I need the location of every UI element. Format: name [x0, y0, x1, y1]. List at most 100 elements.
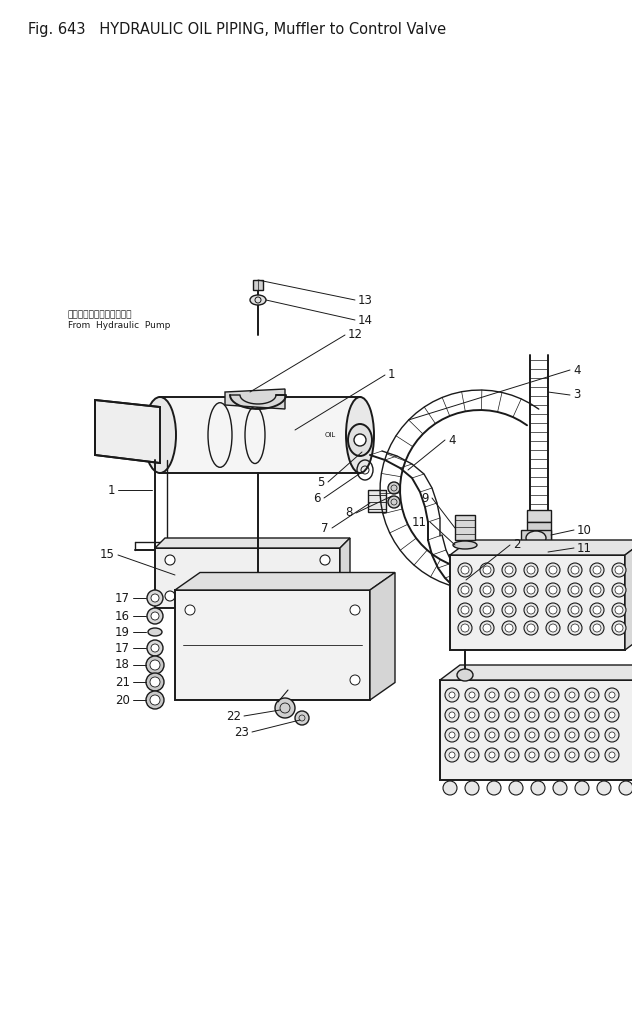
Circle shape: [590, 620, 604, 635]
Circle shape: [605, 728, 619, 742]
Polygon shape: [175, 572, 395, 590]
Ellipse shape: [453, 541, 477, 549]
Circle shape: [545, 708, 559, 722]
Ellipse shape: [348, 424, 372, 456]
Circle shape: [589, 752, 595, 758]
Circle shape: [483, 606, 491, 614]
Circle shape: [151, 644, 159, 652]
Text: 16: 16: [115, 609, 130, 623]
Circle shape: [465, 748, 479, 762]
Text: 10: 10: [577, 524, 592, 536]
Text: 11: 11: [412, 516, 427, 529]
Circle shape: [546, 603, 560, 617]
Circle shape: [615, 586, 623, 594]
Circle shape: [593, 606, 601, 614]
Circle shape: [469, 732, 475, 738]
Circle shape: [483, 566, 491, 574]
Circle shape: [449, 732, 455, 738]
Circle shape: [320, 591, 330, 601]
Circle shape: [480, 603, 494, 617]
Circle shape: [485, 688, 499, 702]
Circle shape: [569, 732, 575, 738]
Circle shape: [568, 603, 582, 617]
Circle shape: [388, 496, 400, 508]
Bar: [521, 530, 551, 546]
Circle shape: [469, 752, 475, 758]
Circle shape: [593, 586, 601, 594]
Circle shape: [609, 732, 615, 738]
Polygon shape: [440, 665, 632, 680]
Circle shape: [445, 708, 459, 722]
Circle shape: [509, 732, 515, 738]
Circle shape: [150, 677, 160, 687]
Circle shape: [485, 748, 499, 762]
Circle shape: [571, 586, 579, 594]
Circle shape: [445, 688, 459, 702]
Circle shape: [589, 732, 595, 738]
Circle shape: [549, 691, 555, 698]
Circle shape: [489, 732, 495, 738]
Bar: [155, 548, 340, 608]
Circle shape: [461, 586, 469, 594]
Circle shape: [549, 606, 557, 614]
Circle shape: [487, 781, 501, 795]
Circle shape: [549, 566, 557, 574]
Circle shape: [549, 712, 555, 718]
Circle shape: [388, 482, 400, 494]
Circle shape: [465, 688, 479, 702]
Polygon shape: [450, 540, 632, 555]
Circle shape: [146, 657, 164, 674]
Polygon shape: [370, 572, 395, 700]
Circle shape: [549, 624, 557, 632]
Circle shape: [458, 563, 472, 577]
Circle shape: [465, 781, 479, 795]
Text: 5: 5: [318, 475, 325, 489]
Circle shape: [485, 708, 499, 722]
Circle shape: [445, 748, 459, 762]
Circle shape: [585, 748, 599, 762]
Circle shape: [509, 691, 515, 698]
Circle shape: [458, 603, 472, 617]
Circle shape: [165, 591, 175, 601]
Text: 22: 22: [226, 710, 241, 722]
Text: 1: 1: [107, 484, 115, 497]
Text: 21: 21: [115, 675, 130, 688]
Text: 2: 2: [513, 538, 521, 552]
Circle shape: [571, 566, 579, 574]
Circle shape: [527, 624, 535, 632]
Circle shape: [469, 712, 475, 718]
Circle shape: [480, 620, 494, 635]
Ellipse shape: [250, 295, 266, 305]
Circle shape: [615, 624, 623, 632]
Circle shape: [505, 566, 513, 574]
Circle shape: [147, 590, 163, 606]
Bar: [175, 590, 370, 700]
Circle shape: [589, 712, 595, 718]
Circle shape: [553, 781, 567, 795]
Circle shape: [185, 605, 195, 615]
Circle shape: [605, 688, 619, 702]
Polygon shape: [95, 400, 160, 463]
Circle shape: [619, 781, 632, 795]
Ellipse shape: [346, 397, 374, 473]
Circle shape: [275, 698, 295, 718]
Circle shape: [443, 781, 457, 795]
Circle shape: [590, 603, 604, 617]
Text: 12: 12: [348, 328, 363, 342]
Circle shape: [458, 620, 472, 635]
Circle shape: [545, 748, 559, 762]
Circle shape: [350, 605, 360, 615]
Circle shape: [565, 728, 579, 742]
Circle shape: [585, 708, 599, 722]
Circle shape: [571, 606, 579, 614]
Circle shape: [461, 624, 469, 632]
Text: 15: 15: [100, 548, 115, 562]
Text: 3: 3: [573, 389, 580, 401]
Circle shape: [146, 691, 164, 709]
Circle shape: [529, 752, 535, 758]
Text: 9: 9: [422, 492, 429, 504]
Polygon shape: [225, 389, 285, 409]
Circle shape: [295, 711, 309, 725]
Ellipse shape: [144, 397, 176, 473]
Ellipse shape: [524, 548, 548, 556]
